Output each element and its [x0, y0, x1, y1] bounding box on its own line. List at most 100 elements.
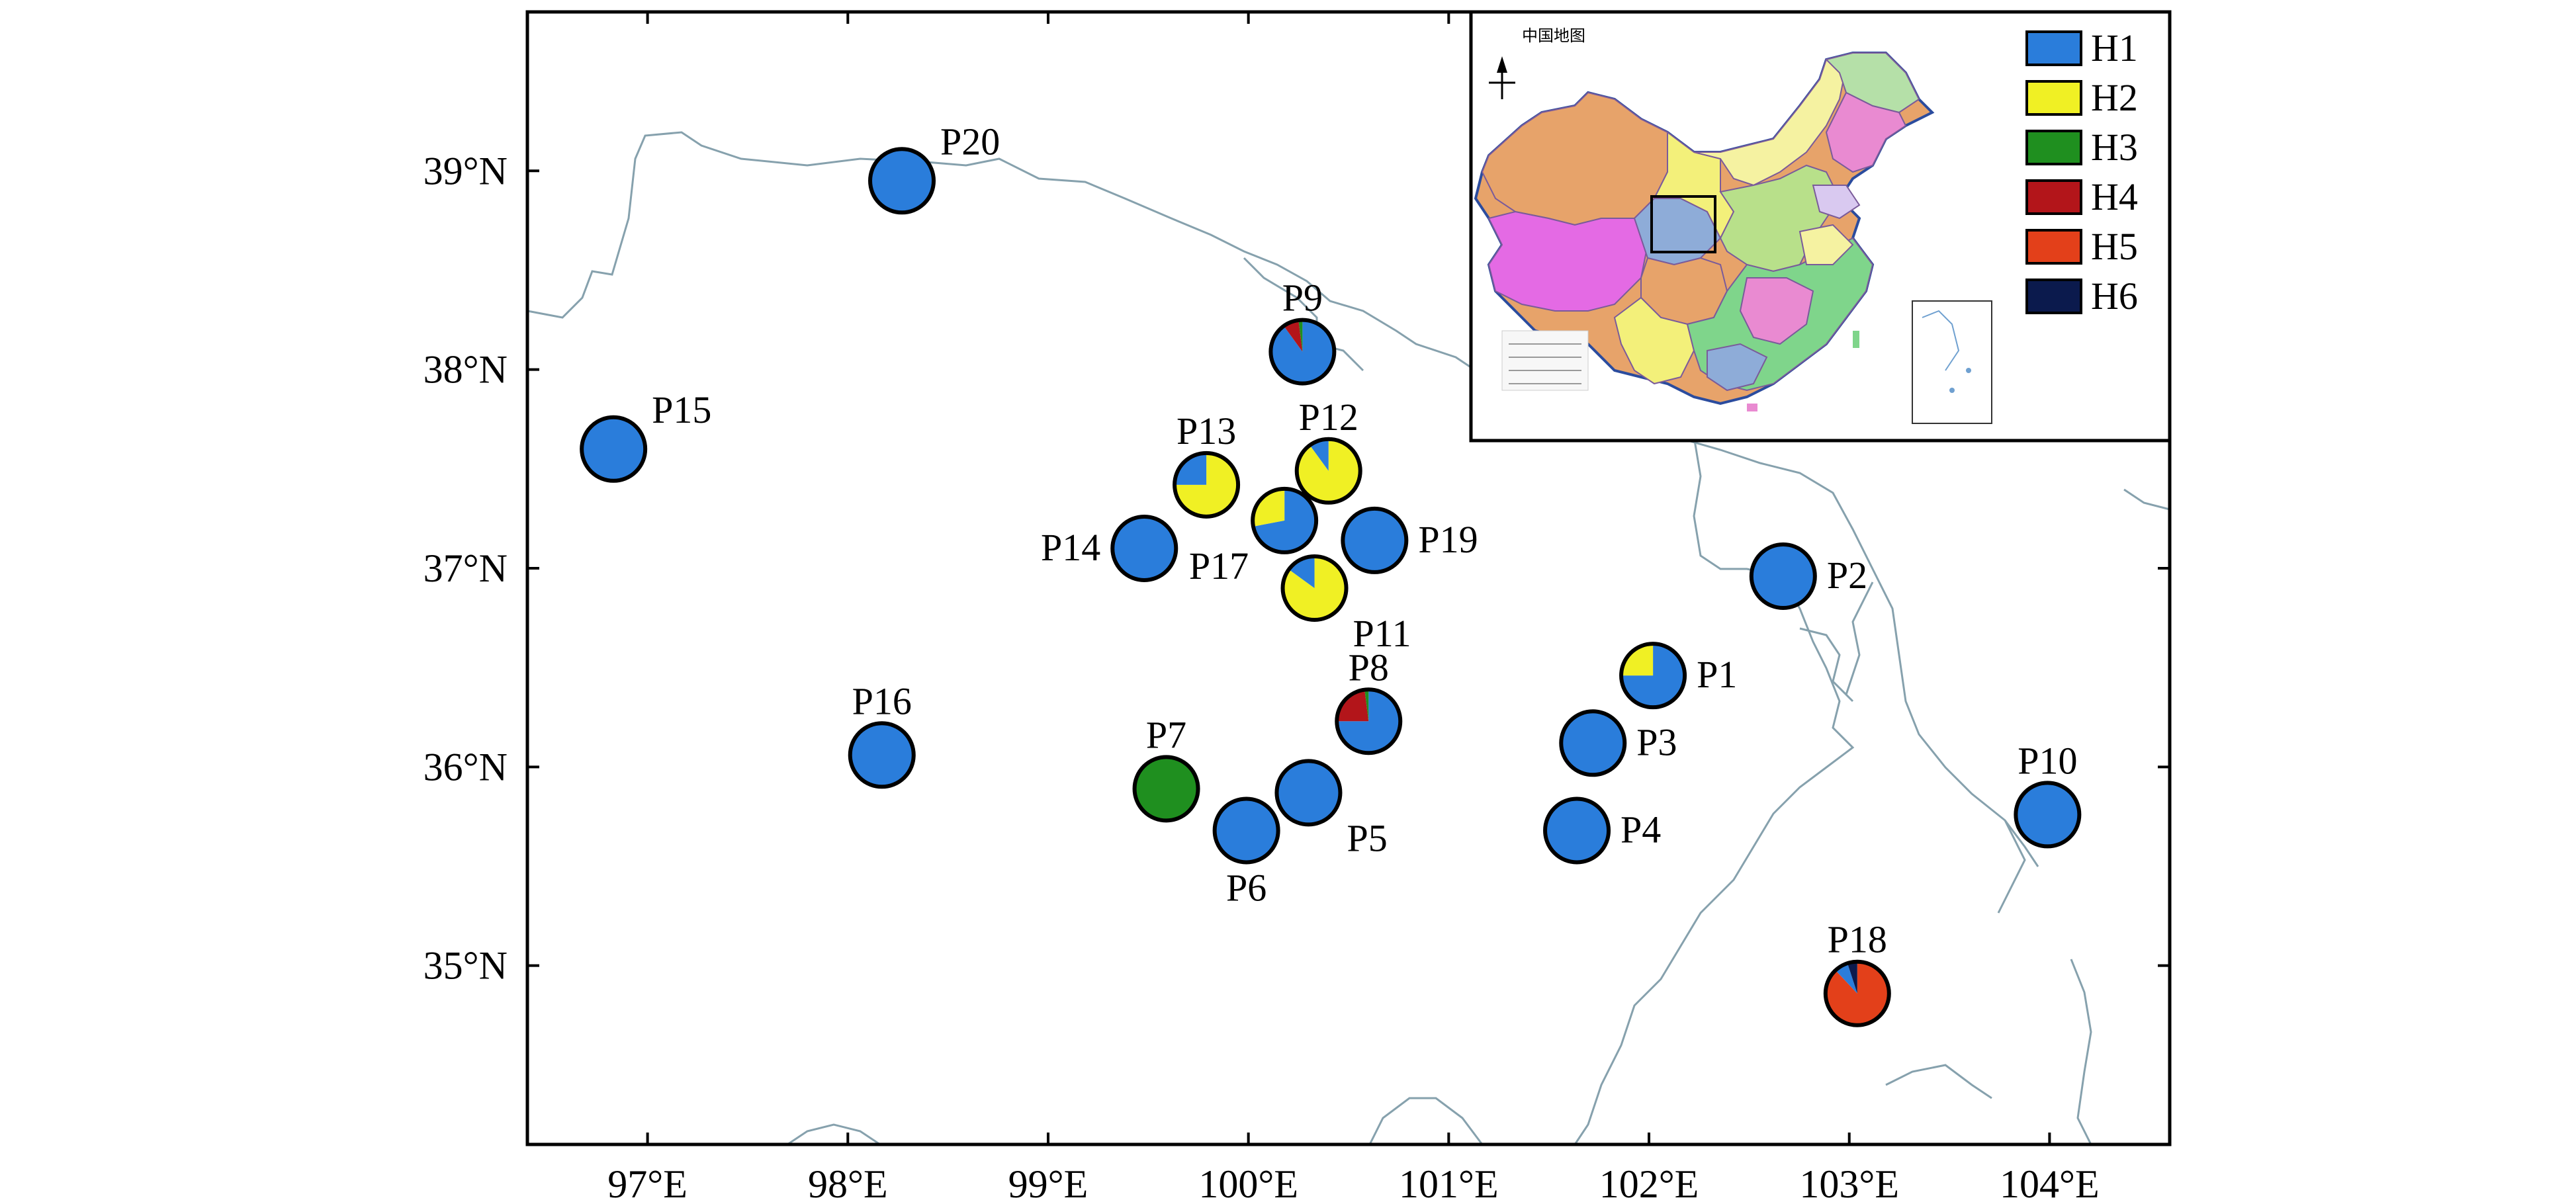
haplotype-legend: H1 H2 H3 H4 H5 H6	[2025, 26, 2138, 318]
x-tick-label: 100°E	[1198, 1162, 1298, 1202]
y-tick-label: 35°N	[423, 944, 508, 988]
site-marker: P15	[580, 388, 711, 483]
site-outline	[1173, 451, 1241, 519]
site-marker: P1	[1619, 642, 1737, 710]
pie-slice	[1282, 556, 1347, 621]
site-outline	[1823, 959, 1891, 1027]
china-provinces	[1474, 52, 1935, 411]
province-guangxi	[1707, 343, 1768, 392]
legend-swatch	[2025, 229, 2082, 265]
pie-slice	[870, 149, 934, 213]
site-label: P7	[1146, 713, 1186, 756]
north-arrow-icon	[1489, 56, 1515, 99]
site-marker: P18	[1823, 918, 1891, 1027]
legend-label: H6	[2091, 275, 2138, 318]
pie-slice	[1751, 544, 1815, 608]
border-line	[527, 131, 2039, 867]
site-marker: P4	[1543, 796, 1661, 865]
legend-label: H3	[2091, 126, 2138, 169]
legend-swatch	[2025, 179, 2082, 215]
border-line	[2070, 959, 2092, 1145]
border-line	[1574, 436, 1855, 1145]
y-tick-label: 39°N	[423, 149, 508, 193]
pie-slice	[1253, 488, 1285, 527]
pie-slice	[1847, 961, 1857, 994]
legend-swatch	[2025, 130, 2082, 165]
site-label: P14	[1041, 526, 1100, 569]
site-outline	[1251, 486, 1319, 554]
y-tick-label: 37°N	[423, 546, 508, 590]
site-outline	[868, 147, 936, 215]
inset-title: 中国地图	[1522, 27, 1585, 45]
legend-label: H4	[2091, 175, 2138, 218]
site-label: P17	[1189, 544, 1249, 587]
site-outline	[2014, 781, 2082, 849]
legend-item: H1	[2025, 26, 2138, 69]
site-label: P2	[1827, 554, 1867, 597]
border-line	[1997, 820, 2026, 914]
pie-slice	[1621, 644, 1685, 708]
site-outline	[1110, 514, 1178, 582]
site-label: P3	[1636, 720, 1677, 763]
pie-slice	[1621, 644, 1654, 676]
site-label: P11	[1353, 612, 1411, 655]
site-marker: P11	[1280, 554, 1411, 655]
hainan	[1747, 404, 1757, 411]
pie-slice	[1835, 963, 1857, 994]
legend-item: H3	[2025, 126, 2138, 169]
site-marker: P16	[848, 679, 916, 789]
sampling-sites: P1 P2 P3 P4 P5 P6 P7 P8 P9 P10 P11 P12 P13 P14 P15 P16 P…	[580, 120, 2082, 1027]
legend-label: H2	[2091, 76, 2138, 119]
site-outline	[1749, 542, 1817, 610]
x-tick-label: 101°E	[1399, 1162, 1499, 1202]
legend-swatch	[2025, 80, 2082, 116]
site-outline	[1619, 642, 1687, 710]
province-xizang	[1488, 210, 1649, 312]
legend-item: H6	[2025, 275, 2138, 318]
site-label: P12	[1299, 396, 1358, 439]
pie-slice	[582, 417, 646, 481]
legend-swatch	[2025, 30, 2082, 66]
province-yunnan	[1613, 296, 1695, 385]
legend-label: H1	[2091, 26, 2138, 69]
pie-slice	[1310, 439, 1329, 471]
x-tick-label: 97°E	[607, 1162, 688, 1202]
legend-item: H2	[2025, 76, 2138, 119]
province-heilongjiang	[1825, 52, 1920, 114]
x-tick-label: 99°E	[1008, 1162, 1088, 1202]
plot-border	[525, 10, 2172, 1146]
site-outline	[580, 415, 648, 483]
site-outline	[1212, 796, 1280, 865]
south-china-sea-box	[1912, 300, 1992, 424]
border-line	[1845, 581, 1874, 695]
site-label: P19	[1418, 518, 1478, 561]
site-label: P16	[852, 679, 912, 722]
border-line	[787, 1123, 881, 1146]
site-label: P15	[652, 388, 711, 431]
site-marker: P20	[868, 120, 1000, 215]
site-outline	[1543, 796, 1611, 865]
pie-slice	[1561, 711, 1625, 775]
y-tick-label: 36°N	[423, 745, 508, 789]
x-tick-label: 103°E	[1799, 1162, 1899, 1202]
site-label: P20	[940, 120, 1000, 163]
pie-slice	[1364, 689, 1369, 722]
province-jilin-liaoning	[1825, 91, 1907, 173]
province-borders	[527, 131, 2170, 1146]
legend-label: H5	[2091, 225, 2138, 268]
pie-slice	[1298, 320, 1303, 352]
axis-tick-labels: 97°E 98°E 99°E 100°E 101°E 102°E 103°E 104°E 39°…	[423, 149, 2100, 1202]
axis-ticks	[527, 12, 2170, 1144]
site-outline	[1280, 554, 1349, 622]
pie-slice	[1214, 798, 1278, 863]
pie-slice	[1284, 320, 1303, 352]
site-outline	[1335, 687, 1403, 755]
x-tick-label: 104°E	[2000, 1162, 2100, 1202]
site-outline	[1274, 759, 1343, 827]
site-marker: P8	[1335, 646, 1403, 755]
pie-slice	[1175, 452, 1207, 485]
border-line	[1368, 1097, 1484, 1145]
site-marker: P6	[1212, 796, 1280, 909]
legend-swatch	[2025, 279, 2082, 314]
